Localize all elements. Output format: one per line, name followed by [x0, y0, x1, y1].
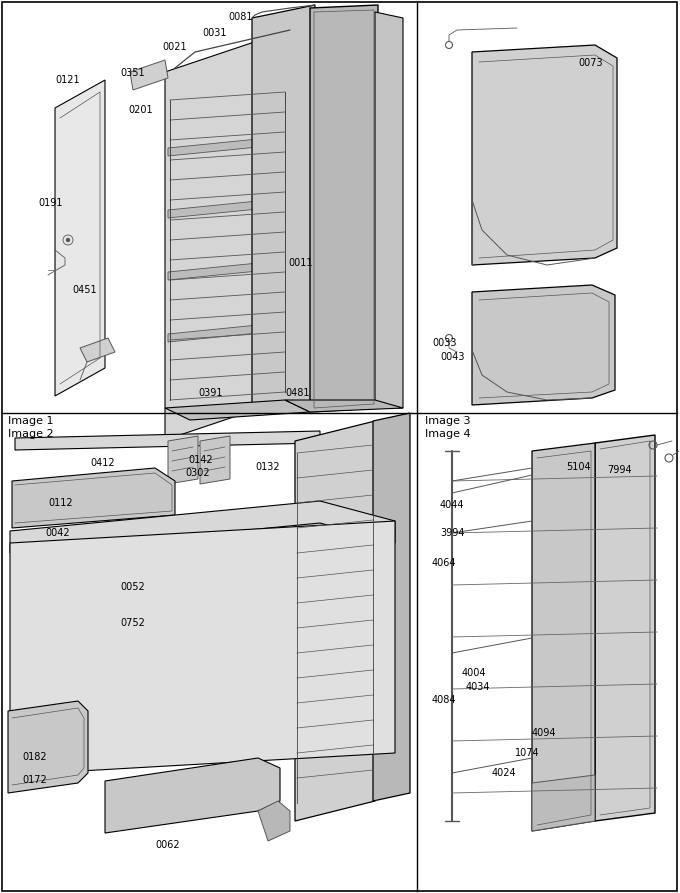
Polygon shape [252, 5, 315, 415]
Text: 0201: 0201 [128, 105, 152, 115]
Polygon shape [532, 775, 595, 831]
Text: 7994: 7994 [607, 465, 632, 475]
Text: Image 4: Image 4 [425, 429, 471, 439]
Polygon shape [168, 198, 288, 218]
Polygon shape [168, 322, 288, 342]
Text: 0451: 0451 [72, 285, 97, 295]
Text: 0081: 0081 [228, 12, 252, 22]
Polygon shape [168, 260, 288, 280]
Polygon shape [373, 413, 410, 801]
Polygon shape [297, 523, 373, 539]
Text: 0062: 0062 [155, 840, 180, 850]
Polygon shape [40, 585, 340, 641]
Polygon shape [375, 12, 403, 408]
Text: Image 2: Image 2 [8, 429, 54, 439]
Polygon shape [285, 603, 340, 643]
Text: 0481: 0481 [285, 388, 309, 398]
Text: 0043: 0043 [440, 352, 464, 362]
Polygon shape [532, 443, 595, 831]
Polygon shape [130, 60, 168, 90]
Text: 0073: 0073 [578, 58, 602, 68]
Polygon shape [300, 663, 365, 705]
Text: 3994: 3994 [440, 528, 464, 538]
Polygon shape [105, 758, 280, 833]
Text: 0391: 0391 [198, 388, 222, 398]
Polygon shape [12, 468, 175, 528]
Polygon shape [10, 501, 395, 553]
Circle shape [67, 238, 69, 241]
Polygon shape [295, 421, 375, 821]
Text: 4064: 4064 [432, 558, 456, 568]
Polygon shape [15, 431, 320, 450]
Polygon shape [258, 801, 290, 841]
Text: 1074: 1074 [515, 748, 540, 758]
Polygon shape [165, 400, 310, 420]
Polygon shape [297, 683, 373, 699]
Polygon shape [80, 338, 115, 362]
Text: 0042: 0042 [45, 528, 69, 538]
Polygon shape [168, 436, 198, 484]
Text: 0142: 0142 [188, 455, 213, 465]
Text: 4044: 4044 [440, 500, 464, 510]
Text: 4094: 4094 [532, 728, 556, 738]
Text: 0052: 0052 [120, 582, 145, 592]
Text: 0351: 0351 [120, 68, 145, 78]
Text: 0011: 0011 [288, 258, 313, 268]
Text: 0132: 0132 [255, 462, 279, 472]
Text: 0112: 0112 [48, 498, 73, 508]
Text: 0033: 0033 [432, 338, 456, 348]
Polygon shape [285, 400, 403, 412]
Polygon shape [472, 45, 617, 265]
Text: 0182: 0182 [22, 752, 47, 762]
Text: 0412: 0412 [90, 458, 115, 468]
Text: 0302: 0302 [185, 468, 209, 478]
Polygon shape [310, 5, 378, 412]
Text: 0172: 0172 [22, 775, 47, 785]
Polygon shape [168, 136, 288, 156]
Polygon shape [10, 521, 395, 775]
Text: 4024: 4024 [492, 768, 517, 778]
Polygon shape [297, 603, 373, 619]
Text: 4084: 4084 [432, 695, 456, 705]
Text: 0021: 0021 [162, 42, 186, 52]
Polygon shape [472, 285, 615, 405]
Text: 4034: 4034 [466, 682, 490, 692]
Polygon shape [8, 701, 88, 793]
Polygon shape [200, 436, 230, 484]
Polygon shape [595, 435, 655, 821]
Text: 0031: 0031 [202, 28, 226, 38]
Text: 5104: 5104 [566, 462, 591, 472]
Polygon shape [165, 30, 290, 440]
Text: Image 1: Image 1 [8, 416, 54, 426]
Text: 0121: 0121 [55, 75, 80, 85]
Text: Image 3: Image 3 [425, 416, 471, 426]
Text: 4004: 4004 [462, 668, 486, 678]
Polygon shape [55, 645, 360, 701]
Text: 0191: 0191 [38, 198, 63, 208]
Polygon shape [55, 80, 105, 396]
Text: 0752: 0752 [120, 618, 145, 628]
